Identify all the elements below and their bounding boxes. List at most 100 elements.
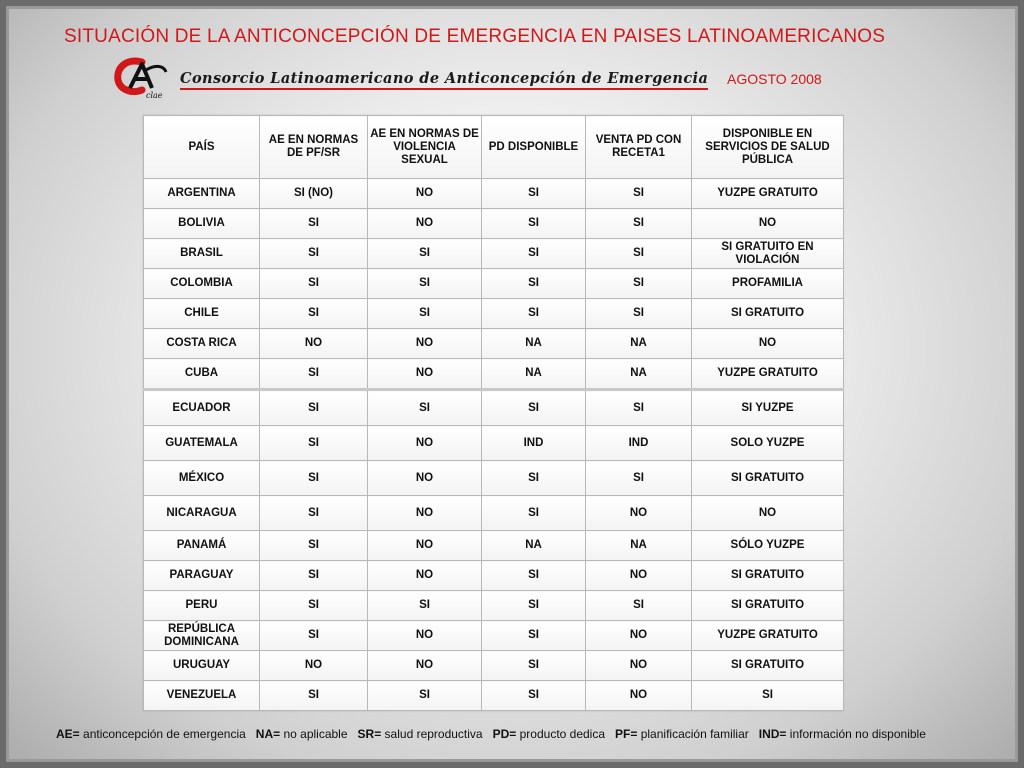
- value-cell: SI: [367, 298, 482, 329]
- value-cell: SI: [259, 560, 368, 591]
- legend-definition: producto dedica: [516, 727, 606, 741]
- value-cell: SI: [481, 495, 586, 531]
- value-cell: SI: [259, 268, 368, 299]
- value-cell: NO: [585, 620, 692, 651]
- value-cell: SI: [585, 460, 692, 496]
- slide-title: SITUACIÓN DE LA ANTICONCEPCIÓN DE EMERGE…: [64, 26, 886, 47]
- legend-term: PF=: [615, 727, 638, 741]
- table-row: COLOMBIA SI SI SI SI PROFAMILIA: [143, 268, 844, 299]
- value-cell: SI GRATUITO: [691, 298, 844, 329]
- value-cell: NO: [691, 208, 844, 239]
- country-cell: GUATEMALA: [143, 425, 260, 461]
- value-cell: NO: [367, 560, 482, 591]
- country-cell: PERU: [143, 590, 260, 621]
- value-cell: SI: [691, 680, 844, 711]
- value-cell: SI: [259, 680, 368, 711]
- value-cell: SI: [481, 650, 586, 681]
- country-cell: PARAGUAY: [143, 560, 260, 591]
- value-cell: SI: [259, 425, 368, 461]
- value-cell: NA: [585, 358, 692, 390]
- legend-term: SR=: [357, 727, 382, 741]
- value-cell: SI: [481, 460, 586, 496]
- value-cell: SI: [481, 560, 586, 591]
- value-cell: SI: [481, 620, 586, 651]
- value-cell: SI: [367, 268, 482, 299]
- table-row: GUATEMALA SI NO IND IND SOLO YUZPE: [143, 425, 844, 461]
- value-cell: SI: [585, 208, 692, 239]
- table-row: CHILE SI SI SI SI SI GRATUITO: [143, 298, 844, 329]
- value-cell: SI GRATUITO EN VIOLACIÓN: [691, 238, 844, 269]
- logo-text: clae: [146, 91, 163, 100]
- value-cell: SI: [481, 178, 586, 209]
- value-cell: NO: [259, 650, 368, 681]
- legend-definition: planificación familiar: [637, 727, 749, 741]
- value-cell: NA: [481, 358, 586, 390]
- value-cell: SI: [481, 680, 586, 711]
- table-row: BRASIL SI SI SI SI SI GRATUITO EN VIOLACIÓN: [143, 238, 844, 269]
- clae-logo-icon: clae: [112, 56, 170, 100]
- country-cell: ECUADOR: [143, 388, 260, 426]
- country-cell: CUBA: [143, 358, 260, 390]
- value-cell: YUZPE GRATUITO: [691, 358, 844, 390]
- value-cell: NA: [481, 530, 586, 561]
- value-cell: SI: [585, 590, 692, 621]
- value-cell: SI: [367, 238, 482, 269]
- value-cell: NO: [367, 425, 482, 461]
- value-cell: YUZPE GRATUITO: [691, 620, 844, 651]
- value-cell: SI: [259, 208, 368, 239]
- value-cell: IND: [481, 425, 586, 461]
- value-cell: YUZPE GRATUITO: [691, 178, 844, 209]
- country-cell: CHILE: [143, 298, 260, 329]
- value-cell: SI GRATUITO: [691, 460, 844, 496]
- legend-term: NA=: [255, 727, 281, 741]
- value-cell: SI: [585, 178, 692, 209]
- table-row: PANAMÁ SI NO NA NA SÓLO YUZPE: [143, 530, 844, 561]
- table-header-row: PAÍS AE EN NORMAS DE PF/SR AE EN NORMAS …: [143, 115, 844, 179]
- country-cell: BOLIVIA: [143, 208, 260, 239]
- value-cell: NO: [691, 495, 844, 531]
- table-row: ECUADOR SI SI SI SI SI YUZPE: [143, 388, 844, 426]
- value-cell: SI: [481, 238, 586, 269]
- value-cell: SI: [481, 388, 586, 426]
- header-pd-disponible: PD DISPONIBLE: [481, 115, 586, 179]
- value-cell: SI YUZPE: [691, 388, 844, 426]
- table-row: ARGENTINA SI (NO) NO SI SI YUZPE GRATUITO: [143, 178, 844, 209]
- value-cell: SI: [585, 388, 692, 426]
- value-cell: NO: [585, 680, 692, 711]
- table-row: MÉXICO SI NO SI SI SI GRATUITO: [143, 460, 844, 496]
- country-cell: BRASIL: [143, 238, 260, 269]
- table-row: VENEZUELA SI SI SI NO SI: [143, 680, 844, 711]
- value-cell: SI: [367, 680, 482, 711]
- value-cell: SI: [259, 388, 368, 426]
- value-cell: SI: [259, 620, 368, 651]
- slide-date: AGOSTO 2008: [727, 71, 822, 87]
- country-cell: ARGENTINA: [143, 178, 260, 209]
- value-cell: SI (NO): [259, 178, 368, 209]
- value-cell: NO: [367, 530, 482, 561]
- value-cell: SI GRATUITO: [691, 560, 844, 591]
- header-ae-normas-pf: AE EN NORMAS DE PF/SR: [259, 115, 368, 179]
- header-ae-normas-violencia: AE EN NORMAS DE VIOLENCIA SEXUAL: [367, 115, 482, 179]
- value-cell: SI: [367, 590, 482, 621]
- header-disponible-salud: DISPONIBLE EN SERVICIOS DE SALUD PÚBLICA: [691, 115, 844, 179]
- value-cell: NO: [585, 495, 692, 531]
- value-cell: NO: [367, 620, 482, 651]
- value-cell: SI: [259, 530, 368, 561]
- value-cell: SI: [585, 298, 692, 329]
- country-cell: COSTA RICA: [143, 328, 260, 359]
- value-cell: IND: [585, 425, 692, 461]
- value-cell: NA: [585, 530, 692, 561]
- value-cell: SI GRATUITO: [691, 650, 844, 681]
- countries-table: PAÍS AE EN NORMAS DE PF/SR AE EN NORMAS …: [143, 115, 844, 711]
- country-cell: NICARAGUA: [143, 495, 260, 531]
- value-cell: NA: [585, 328, 692, 359]
- table-row: COSTA RICA NO NO NA NA NO: [143, 328, 844, 359]
- value-cell: SI: [481, 208, 586, 239]
- value-cell: NA: [481, 328, 586, 359]
- value-cell: SI: [585, 268, 692, 299]
- header-pais: PAÍS: [143, 115, 260, 179]
- value-cell: SI: [259, 238, 368, 269]
- value-cell: SÓLO YUZPE: [691, 530, 844, 561]
- value-cell: PROFAMILIA: [691, 268, 844, 299]
